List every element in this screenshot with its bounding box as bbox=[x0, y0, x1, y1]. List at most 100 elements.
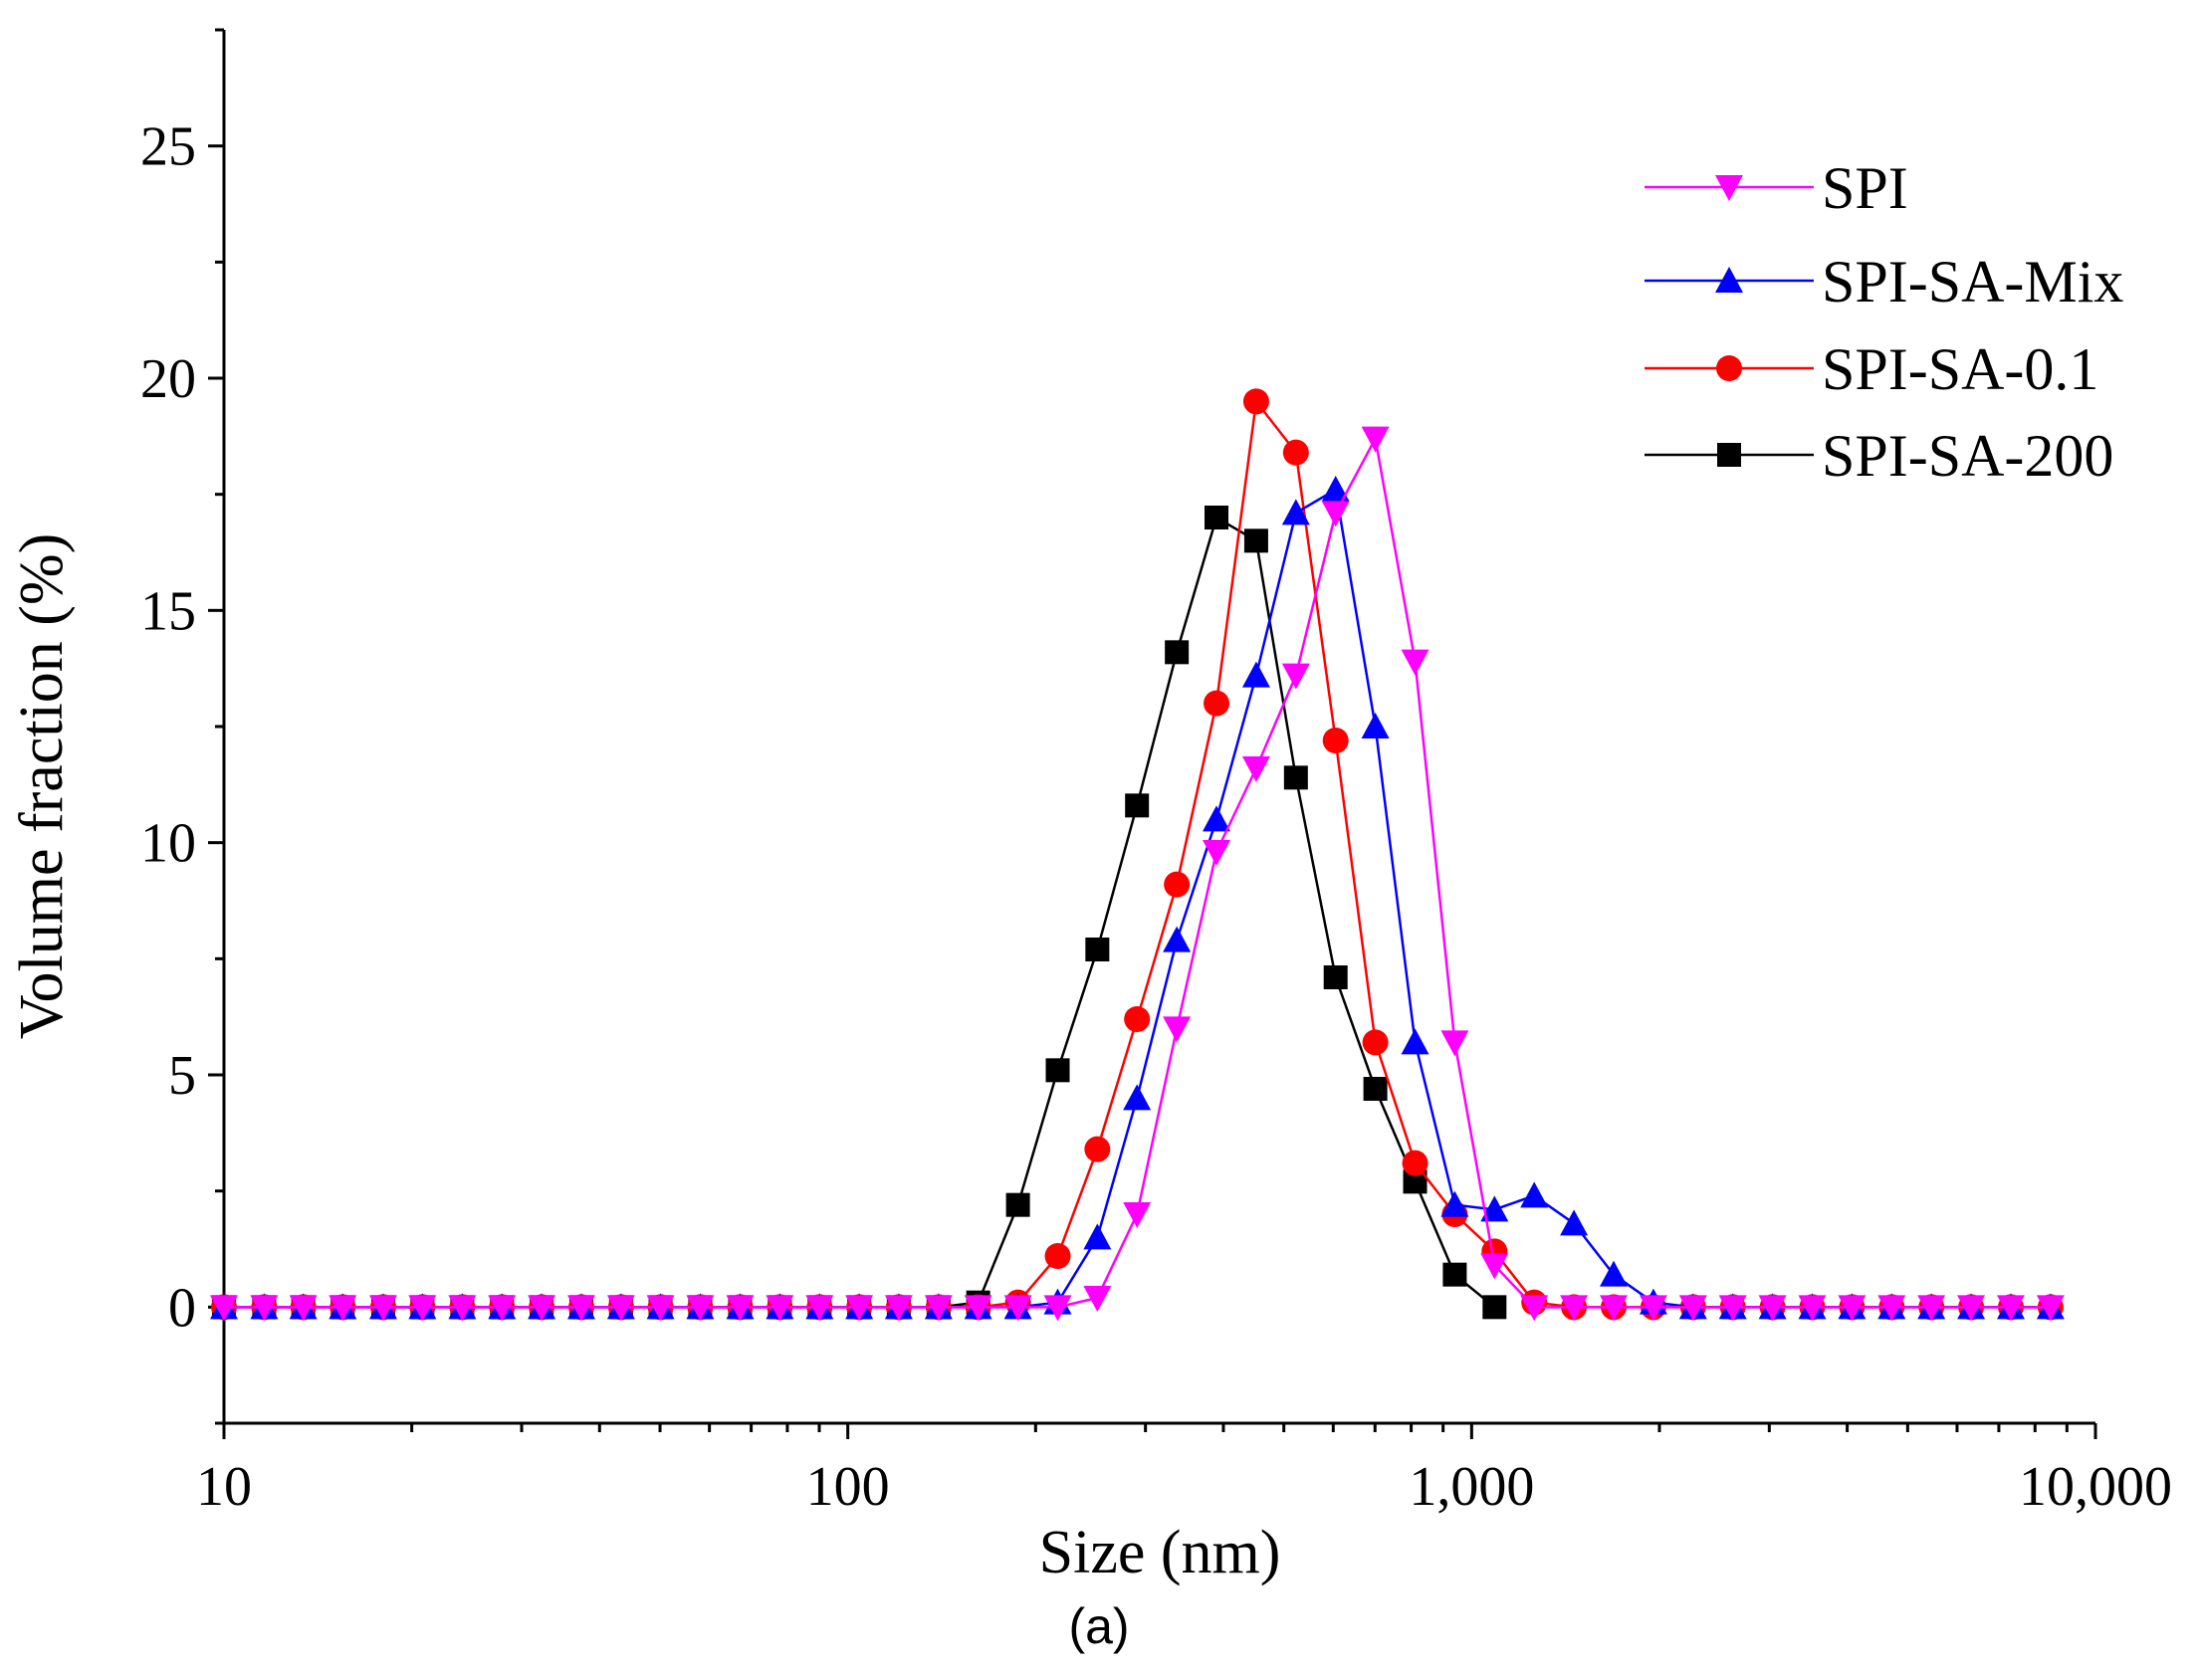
data-point-spi bbox=[1678, 1295, 1707, 1322]
data-point-spi bbox=[1520, 1295, 1549, 1322]
legend-item-spi-sa-mix: SPI-SA-Mix bbox=[1645, 249, 2123, 315]
legend-marker bbox=[1715, 175, 1743, 201]
data-point-spi bbox=[1083, 1286, 1112, 1312]
data-point-spi-sa-200 bbox=[1045, 1058, 1070, 1083]
data-point-spi-sa-200 bbox=[1085, 938, 1110, 961]
data-point-spi bbox=[289, 1295, 318, 1322]
data-point-spi-sa-200 bbox=[1283, 765, 1308, 790]
data-point-spi bbox=[766, 1295, 794, 1322]
data-point-spi bbox=[1043, 1295, 1072, 1322]
y-tick-label: 0 bbox=[168, 1277, 196, 1339]
data-point-spi bbox=[1996, 1295, 2025, 1322]
data-point-spi-sa-mix bbox=[1361, 713, 1390, 738]
data-point-spi-sa-mix bbox=[1520, 1181, 1549, 1208]
data-point-spi-sa-200 bbox=[1363, 1077, 1388, 1101]
data-point-spi bbox=[686, 1295, 715, 1322]
x-tick-label: 10,000 bbox=[2019, 1456, 2172, 1518]
data-point-spi-sa-mix bbox=[1440, 1190, 1469, 1217]
data-point-spi-sa-mix bbox=[1321, 476, 1350, 502]
legend-label: SPI-SA-Mix bbox=[1822, 249, 2123, 315]
plot-area bbox=[210, 388, 2065, 1322]
data-point-spi-sa-0-1 bbox=[1242, 388, 1269, 415]
data-point-spi bbox=[1798, 1295, 1827, 1322]
data-point-spi bbox=[1281, 663, 1310, 690]
series-spi-sa-0-1 bbox=[211, 388, 2064, 1321]
legend-item-spi-sa-200: SPI-SA-200 bbox=[1645, 423, 2113, 489]
data-point-spi-sa-mix bbox=[1401, 1028, 1429, 1055]
legend-label: SPI-SA-200 bbox=[1822, 423, 2113, 489]
data-point-spi-sa-mix bbox=[1560, 1209, 1589, 1236]
legend-label: SPI-SA-0.1 bbox=[1822, 336, 2098, 402]
data-point-spi bbox=[488, 1295, 517, 1322]
data-point-spi-sa-0-1 bbox=[1124, 1006, 1151, 1032]
data-point-spi-sa-mix bbox=[1123, 1084, 1152, 1111]
data-point-spi bbox=[924, 1295, 953, 1322]
data-point-spi bbox=[1440, 1030, 1469, 1057]
data-point-spi bbox=[528, 1295, 556, 1322]
series-spi bbox=[210, 426, 2065, 1322]
y-tick-label: 5 bbox=[168, 1045, 196, 1107]
x-tick-label: 1,000 bbox=[1409, 1456, 1534, 1518]
data-point-spi bbox=[250, 1295, 279, 1322]
series-line-spi-sa-0-1 bbox=[224, 398, 2051, 1309]
data-point-spi bbox=[1123, 1202, 1152, 1228]
data-point-spi-sa-200 bbox=[1005, 1192, 1030, 1217]
data-point-spi bbox=[408, 1295, 437, 1322]
x-axis-title: Size (nm) bbox=[1039, 1519, 1281, 1586]
data-point-spi bbox=[606, 1295, 635, 1322]
data-point-spi bbox=[1480, 1253, 1509, 1280]
data-point-spi bbox=[1163, 1016, 1192, 1043]
data-point-spi bbox=[2036, 1295, 2065, 1322]
legend: SPI SPI-SA-Mix SPI-SA-0.1 SPI-SA-200 bbox=[1645, 155, 2123, 489]
data-point-spi-sa-0-1 bbox=[1282, 439, 1309, 466]
data-point-spi-sa-200 bbox=[1442, 1262, 1467, 1287]
data-point-spi-sa-0-1 bbox=[1164, 871, 1191, 898]
data-point-spi bbox=[566, 1295, 595, 1322]
data-point-spi bbox=[646, 1295, 675, 1322]
x-tick-label: 100 bbox=[806, 1456, 890, 1518]
data-point-spi bbox=[1758, 1295, 1787, 1322]
data-point-spi-sa-0-1 bbox=[1044, 1243, 1071, 1269]
data-point-spi bbox=[1202, 840, 1230, 866]
data-point-spi-sa-mix bbox=[1163, 926, 1192, 952]
data-point-spi bbox=[884, 1295, 913, 1322]
data-point-spi-sa-mix bbox=[1202, 805, 1230, 832]
data-point-spi bbox=[1321, 501, 1350, 527]
data-point-spi bbox=[726, 1295, 755, 1322]
data-point-spi-sa-mix bbox=[1480, 1195, 1509, 1222]
data-point-spi bbox=[805, 1295, 834, 1322]
data-point-spi-sa-200 bbox=[1165, 640, 1190, 665]
data-point-spi bbox=[1241, 756, 1270, 782]
data-point-spi bbox=[1877, 1295, 1906, 1322]
data-point-spi-sa-mix bbox=[1281, 499, 1310, 525]
data-point-spi bbox=[845, 1295, 874, 1322]
data-point-spi-sa-200 bbox=[1482, 1295, 1507, 1320]
data-point-spi bbox=[964, 1295, 992, 1322]
axes: 0 5 10 15 20 25 10 100 1,000 10,000 Size (nm) Volum… bbox=[8, 28, 2172, 1586]
data-point-spi bbox=[1600, 1295, 1629, 1322]
data-point-spi-sa-0-1 bbox=[1084, 1136, 1111, 1162]
figure-caption: (a) bbox=[1068, 1598, 1130, 1654]
y-axis-title: Volume fraction (%) bbox=[8, 533, 76, 1039]
y-tick-label: 25 bbox=[140, 116, 196, 178]
data-point-spi bbox=[1560, 1295, 1589, 1322]
data-point-spi-sa-mix bbox=[1600, 1260, 1629, 1287]
data-point-spi bbox=[1718, 1295, 1747, 1322]
data-point-spi-sa-200 bbox=[1323, 965, 1348, 989]
data-point-spi-sa-0-1 bbox=[1322, 728, 1349, 753]
x-tick-label: 10 bbox=[196, 1456, 252, 1518]
y-tick-label: 20 bbox=[140, 348, 196, 410]
data-point-spi-sa-0-1 bbox=[1362, 1029, 1389, 1056]
legend-label: SPI bbox=[1822, 155, 1908, 221]
series-spi-sa-mix bbox=[210, 476, 2065, 1320]
legend-marker bbox=[1715, 267, 1743, 293]
data-point-spi bbox=[1917, 1295, 1946, 1322]
data-point-spi-sa-0-1 bbox=[1203, 690, 1229, 717]
legend-marker bbox=[1717, 443, 1741, 467]
data-point-spi-sa-200 bbox=[1125, 793, 1150, 818]
data-point-spi bbox=[1003, 1295, 1032, 1322]
data-point-spi bbox=[1838, 1295, 1867, 1322]
data-point-spi-sa-200 bbox=[1204, 506, 1228, 529]
legend-item-spi-sa-0-1: SPI-SA-0.1 bbox=[1645, 336, 2098, 402]
